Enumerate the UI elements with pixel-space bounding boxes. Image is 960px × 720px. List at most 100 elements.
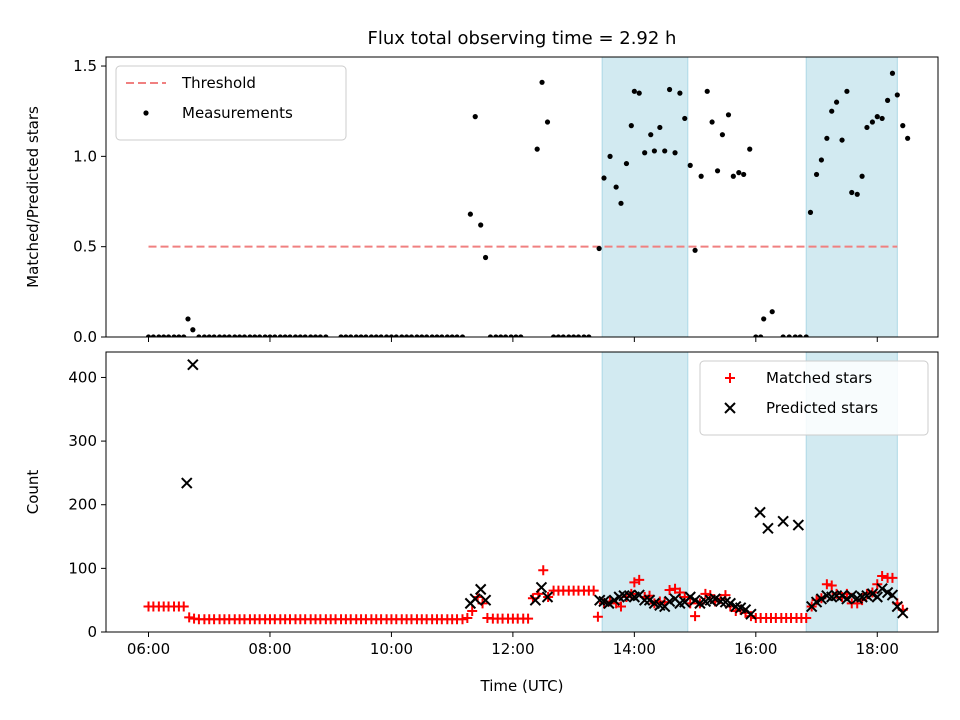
ratio-panel: 0.0 0.5 1.0 1.5 Matched/Predicted stars Thres… xyxy=(24,56,939,346)
measurement-point xyxy=(414,334,420,337)
legend-box xyxy=(115,65,347,141)
predicted-star-point xyxy=(876,583,888,595)
legend-label: Threshold xyxy=(181,74,256,92)
measurement-point xyxy=(467,211,473,217)
count-panel: 0 100 200 300 400 06:00 08:00 10:00 12:00 14:00 16… xyxy=(24,351,939,658)
measurement-point xyxy=(792,334,798,337)
measurement-point xyxy=(472,114,478,120)
measurement-point xyxy=(854,191,860,197)
measurement-point xyxy=(297,334,303,337)
measurement-point xyxy=(807,209,814,215)
measurement-point xyxy=(869,119,876,125)
measurement-point xyxy=(725,112,732,118)
panel-data xyxy=(143,359,909,625)
measurement-point xyxy=(308,334,314,337)
measurement-point xyxy=(719,132,726,138)
measurement-point xyxy=(905,135,911,141)
predicted-star-point xyxy=(535,581,548,594)
measurement-point xyxy=(709,119,715,125)
x-tick-label: 18:00 xyxy=(856,640,899,658)
measurement-point xyxy=(190,327,196,333)
measurement-point xyxy=(692,247,698,253)
matched-star-point xyxy=(826,580,837,591)
matched-star-point xyxy=(745,611,756,622)
measurement-point xyxy=(252,334,258,337)
measurement-point xyxy=(454,334,460,337)
measurement-point xyxy=(221,334,228,337)
measurement-point xyxy=(818,157,824,163)
observing-interval-1 xyxy=(601,351,689,633)
measurement-point xyxy=(176,334,182,337)
matched-star-point xyxy=(588,585,599,596)
measurement-point xyxy=(363,334,369,337)
measurement-point xyxy=(829,108,835,114)
predicted-star-point xyxy=(541,591,554,603)
measurement-point xyxy=(741,171,747,178)
measurement-point xyxy=(272,334,278,337)
axes-frame xyxy=(105,56,939,338)
measurement-point xyxy=(642,150,648,156)
measurement-point xyxy=(277,334,283,337)
measurement-point xyxy=(618,200,624,206)
measurement-point xyxy=(493,334,499,337)
measurement-point xyxy=(879,115,885,122)
matched-star-point xyxy=(457,614,468,625)
measurement-point xyxy=(257,334,263,337)
matched-star-point xyxy=(634,574,645,585)
predicted-star-point xyxy=(603,597,615,610)
measurement-point xyxy=(232,334,238,337)
predicted-star-point xyxy=(529,594,542,606)
legend: Matched stars Predicted stars xyxy=(699,360,929,436)
x-axis-label: Time (UTC) xyxy=(480,677,564,695)
measurement-point xyxy=(539,79,545,85)
predicted-star-point xyxy=(724,597,737,610)
measurement-point xyxy=(753,334,759,337)
measurement-point xyxy=(241,334,248,337)
measurement-point xyxy=(513,334,519,337)
measurement-point xyxy=(844,88,850,94)
x-tick-label: 14:00 xyxy=(613,640,656,658)
measurement-point xyxy=(419,334,425,337)
measurement-point xyxy=(439,334,445,337)
y-tick-label: 0.5 xyxy=(73,238,97,256)
measurement-point xyxy=(769,309,775,315)
matched-star-point xyxy=(592,611,603,622)
measurement-point xyxy=(613,184,619,190)
measurement-point xyxy=(287,334,293,337)
measurement-point xyxy=(824,135,830,141)
predicted-star-point xyxy=(792,519,805,531)
matched-star-point xyxy=(538,565,549,576)
measurement-point xyxy=(797,334,803,337)
measurement-point xyxy=(714,168,721,174)
measurement-point xyxy=(399,334,405,337)
x-tick-label: 06:00 xyxy=(127,640,170,658)
measurement-point xyxy=(648,132,654,138)
legend-predicted-handle xyxy=(724,402,736,414)
measurement-point xyxy=(181,334,187,337)
predicted-star-point xyxy=(745,608,757,620)
measurement-point xyxy=(566,334,572,337)
matched-star-point xyxy=(821,579,832,590)
measurement-point xyxy=(156,334,162,337)
measurement-point xyxy=(262,334,268,337)
measurement-point xyxy=(404,334,410,337)
legend-measurement-handle xyxy=(143,110,149,116)
series-measurements xyxy=(145,70,911,337)
measurement-point xyxy=(839,137,845,143)
measurement-point xyxy=(498,334,504,337)
matched-star-point xyxy=(801,613,812,623)
predicted-star-point xyxy=(479,594,492,606)
measurement-point xyxy=(429,334,435,337)
measurement-point xyxy=(884,97,891,103)
measurement-point xyxy=(864,124,870,131)
y-tick-label: 400 xyxy=(68,368,97,386)
legend-label: Matched stars xyxy=(766,369,872,387)
y-tick-label: 300 xyxy=(68,432,97,450)
measurement-point xyxy=(682,115,688,122)
measurement-point xyxy=(388,334,395,337)
measurement-point xyxy=(150,334,156,337)
measurement-point xyxy=(761,316,767,322)
predicted-star-point xyxy=(897,607,909,619)
measurement-point xyxy=(636,90,642,96)
